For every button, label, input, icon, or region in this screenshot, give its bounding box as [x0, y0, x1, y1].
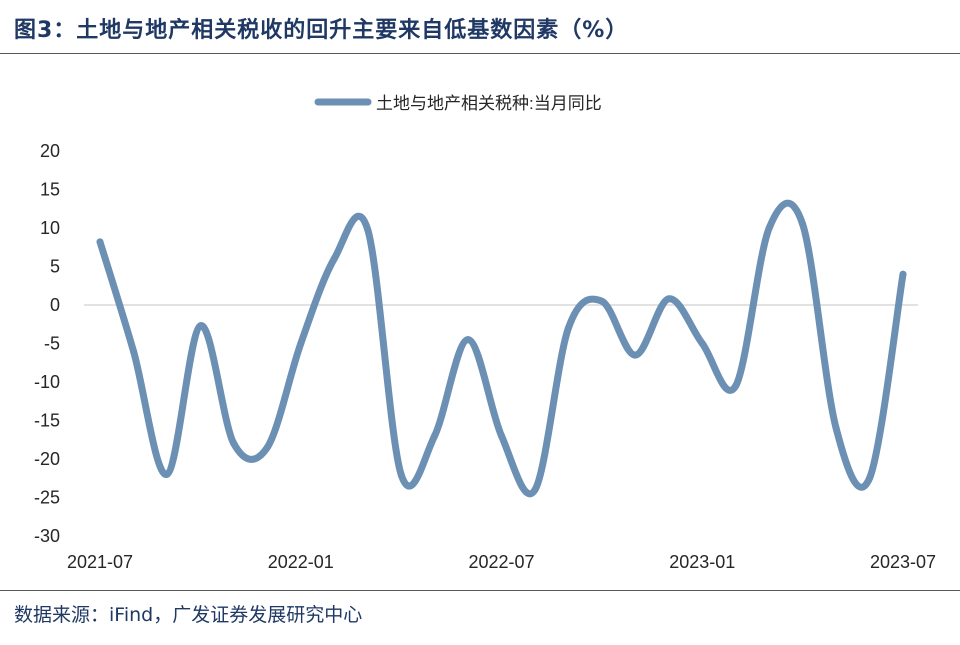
data-point-2023-03 — [765, 224, 773, 232]
data-point-2021-12 — [263, 443, 271, 451]
source-divider — [0, 590, 960, 591]
data-point-2022-02 — [330, 255, 338, 263]
y-tick-label: -15 — [34, 411, 60, 431]
series-points — [96, 220, 907, 494]
data-point-2022-10 — [598, 297, 606, 305]
x-axis-tick-labels: 2021-07 2022-01 2022-07 2023-01 2023-07 — [67, 552, 936, 572]
x-tick-label: 2022-01 — [268, 552, 334, 572]
y-tick-label: 5 — [50, 257, 60, 277]
data-point-2023-06 — [866, 474, 873, 482]
y-tick-label: 10 — [40, 218, 60, 238]
data-point-2022-03 — [364, 226, 372, 233]
source-note: 数据来源：iFind，广发证券发展研究中心 — [14, 604, 363, 626]
y-axis-tick-labels: 20 15 10 5 0 -5 -10 -15 -20 -25 -30 — [34, 141, 60, 546]
x-tick-label: 2021-07 — [67, 552, 133, 572]
y-tick-label: -30 — [34, 526, 60, 546]
data-point-2021-11 — [230, 440, 238, 448]
data-point-2023-07 — [899, 270, 907, 278]
data-point-2021-08 — [130, 347, 137, 355]
data-point-2022-05 — [431, 432, 439, 440]
data-point-2022-06 — [464, 336, 472, 344]
title-divider — [0, 53, 960, 54]
y-tick-label: -5 — [44, 334, 60, 354]
figure-title: 图3：土地与地产相关税收的回升主要来自低基数因素（%） — [14, 18, 629, 43]
data-point-2022-09 — [564, 324, 572, 332]
series-line — [96, 199, 907, 498]
data-point-2022-04 — [397, 470, 405, 478]
data-point-2023-05 — [832, 424, 840, 432]
data-point-2022-12 — [665, 295, 673, 303]
y-tick-label: -25 — [34, 488, 60, 508]
y-tick-label: -10 — [34, 372, 60, 392]
y-tick-label: 0 — [50, 295, 60, 315]
line-chart: 土地与地产相关税种:当月同比 20 15 10 5 0 -5 -10 -15 -20 -25 -30… — [34, 94, 936, 572]
data-point-2021-10 — [196, 322, 204, 330]
data-point-2021-09 — [163, 470, 171, 478]
data-point-2023-02 — [732, 382, 740, 390]
chart-legend: 土地与地产相关税种:当月同比 — [314, 94, 602, 113]
data-point-2022-08 — [531, 486, 539, 494]
y-tick-label: 20 — [40, 141, 60, 161]
data-point-2022-01 — [297, 340, 305, 347]
data-point-2022-11 — [631, 351, 639, 359]
data-point-2022-07 — [498, 432, 505, 440]
data-point-2023-01 — [698, 340, 706, 347]
legend-label: 土地与地产相关税种:当月同比 — [376, 94, 602, 113]
x-tick-label: 2023-07 — [870, 552, 936, 572]
y-tick-label: 15 — [40, 180, 60, 200]
y-tick-label: -20 — [34, 449, 60, 469]
x-tick-label: 2022-07 — [468, 552, 534, 572]
x-tick-label: 2023-01 — [669, 552, 735, 572]
data-point-2021-07 — [96, 238, 104, 246]
data-point-2023-04 — [799, 220, 807, 228]
